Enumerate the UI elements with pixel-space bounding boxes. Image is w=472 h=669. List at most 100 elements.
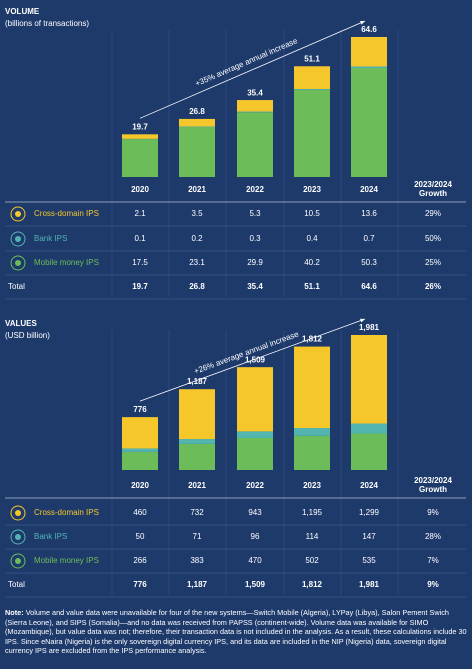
table-cell: 147 <box>362 532 376 541</box>
table-cell: 535 <box>362 556 376 565</box>
bar-segment <box>237 112 273 177</box>
chart-title: VOLUME <box>5 7 40 16</box>
table-cell: 50.3 <box>361 258 377 267</box>
x-tick-label: 2023 <box>303 481 321 490</box>
bar-segment <box>237 431 273 438</box>
table-cell: 10.5 <box>304 209 320 218</box>
row-label: Mobile money IPS <box>34 556 99 565</box>
note: Note: Volume and value data were unavail… <box>5 608 467 656</box>
total-label: 1,509 <box>245 355 266 364</box>
total-label: 51.1 <box>304 54 320 63</box>
growth-header: 2023/2024 <box>414 476 452 485</box>
bar-segment <box>351 66 387 68</box>
x-tick-label: 2020 <box>131 481 149 490</box>
table-cell: 9% <box>427 508 439 517</box>
table-cell: 25% <box>425 258 441 267</box>
growth-header: Growth <box>419 485 447 494</box>
table-cell: 17.5 <box>132 258 148 267</box>
x-tick-label: 2021 <box>188 185 206 194</box>
bar-segment <box>237 437 273 470</box>
x-tick-label: 2024 <box>360 481 378 490</box>
row-icon <box>10 231 26 247</box>
table-cell: 460 <box>133 508 147 517</box>
table-cell: 29.9 <box>247 258 263 267</box>
table-cell: 1,187 <box>187 580 208 589</box>
x-tick-label: 2023 <box>303 185 321 194</box>
table-cell: 470 <box>248 556 262 565</box>
bar-segment <box>294 428 330 436</box>
table-cell: 0.7 <box>363 234 375 243</box>
growth-header: Growth <box>419 189 447 198</box>
note-text: Volume and value data were unavailable f… <box>5 608 467 656</box>
bar-segment <box>351 37 387 67</box>
row-label: Cross-domain IPS <box>34 209 99 218</box>
bar-segment <box>351 335 387 424</box>
table-cell: 35.4 <box>247 282 263 291</box>
row-label: Bank IPS <box>34 532 67 541</box>
table-cell: 64.6 <box>361 282 377 291</box>
bar-segment <box>351 67 387 177</box>
table-cell: 1,299 <box>359 508 380 517</box>
row-icon <box>10 206 26 222</box>
bar-segment <box>122 451 158 470</box>
table-cell: 26% <box>425 282 441 291</box>
table-cell: 71 <box>193 532 202 541</box>
table-cell: 28% <box>425 532 441 541</box>
bar-segment <box>294 89 330 90</box>
total-label: 1,187 <box>187 377 208 386</box>
x-tick-label: 2021 <box>188 481 206 490</box>
table-cell: 2.1 <box>134 209 146 218</box>
row-icon <box>10 529 26 545</box>
note-label: Note: <box>5 608 24 617</box>
table-cell: 776 <box>133 580 147 589</box>
row-icon-dot <box>15 558 21 564</box>
table-cell: 1,509 <box>245 580 266 589</box>
trend-arrow <box>139 20 366 119</box>
table-cell: 96 <box>251 532 260 541</box>
x-tick-label: 2020 <box>131 185 149 194</box>
bar-segment <box>122 134 158 139</box>
bar-segment <box>351 433 387 470</box>
table-cell: 266 <box>133 556 147 565</box>
arrow-head <box>360 318 365 323</box>
bar-segment <box>122 139 158 177</box>
table-cell: 40.2 <box>304 258 320 267</box>
total-label: 35.4 <box>247 88 263 97</box>
x-tick-label: 2022 <box>246 481 264 490</box>
bar-segment <box>294 346 330 429</box>
table-cell: 1,981 <box>359 580 380 589</box>
chart-subtitle: (USD billion) <box>5 331 50 340</box>
bar-segment <box>237 100 273 112</box>
bar-segment <box>294 435 330 470</box>
row-icon-dot <box>15 211 21 217</box>
x-tick-label: 2022 <box>246 185 264 194</box>
table-cell: 50% <box>425 234 441 243</box>
bar-segment <box>179 118 215 127</box>
bar-segment <box>179 439 215 444</box>
row-icon <box>10 505 26 521</box>
table-cell: 732 <box>190 508 204 517</box>
bar-segment <box>179 126 215 177</box>
chart-subtitle: (billions of transactions) <box>5 19 89 28</box>
bar-segment <box>122 417 158 449</box>
bar-segment <box>237 111 273 113</box>
table-cell: 51.1 <box>304 282 320 291</box>
bar-segment <box>294 89 330 177</box>
table-cell: 0.4 <box>306 234 318 243</box>
row-label: Cross-domain IPS <box>34 508 99 517</box>
table-cell: 29% <box>425 209 441 218</box>
annotation: +35% average annual increase <box>194 36 300 88</box>
row-label: Mobile money IPS <box>34 258 99 267</box>
chart-title: VALUES <box>5 319 38 328</box>
row-icon-dot <box>15 260 21 266</box>
table-cell: 5.3 <box>249 209 261 218</box>
row-icon <box>10 255 26 271</box>
table-cell: 9% <box>427 580 439 589</box>
table-cell: 0.1 <box>134 234 146 243</box>
bar-segment <box>179 443 215 470</box>
total-label: 776 <box>133 405 147 414</box>
bar-segment <box>179 389 215 440</box>
table-cell: 114 <box>306 532 319 541</box>
total-label: 1,981 <box>359 323 380 332</box>
table-cell: 26.8 <box>189 282 205 291</box>
